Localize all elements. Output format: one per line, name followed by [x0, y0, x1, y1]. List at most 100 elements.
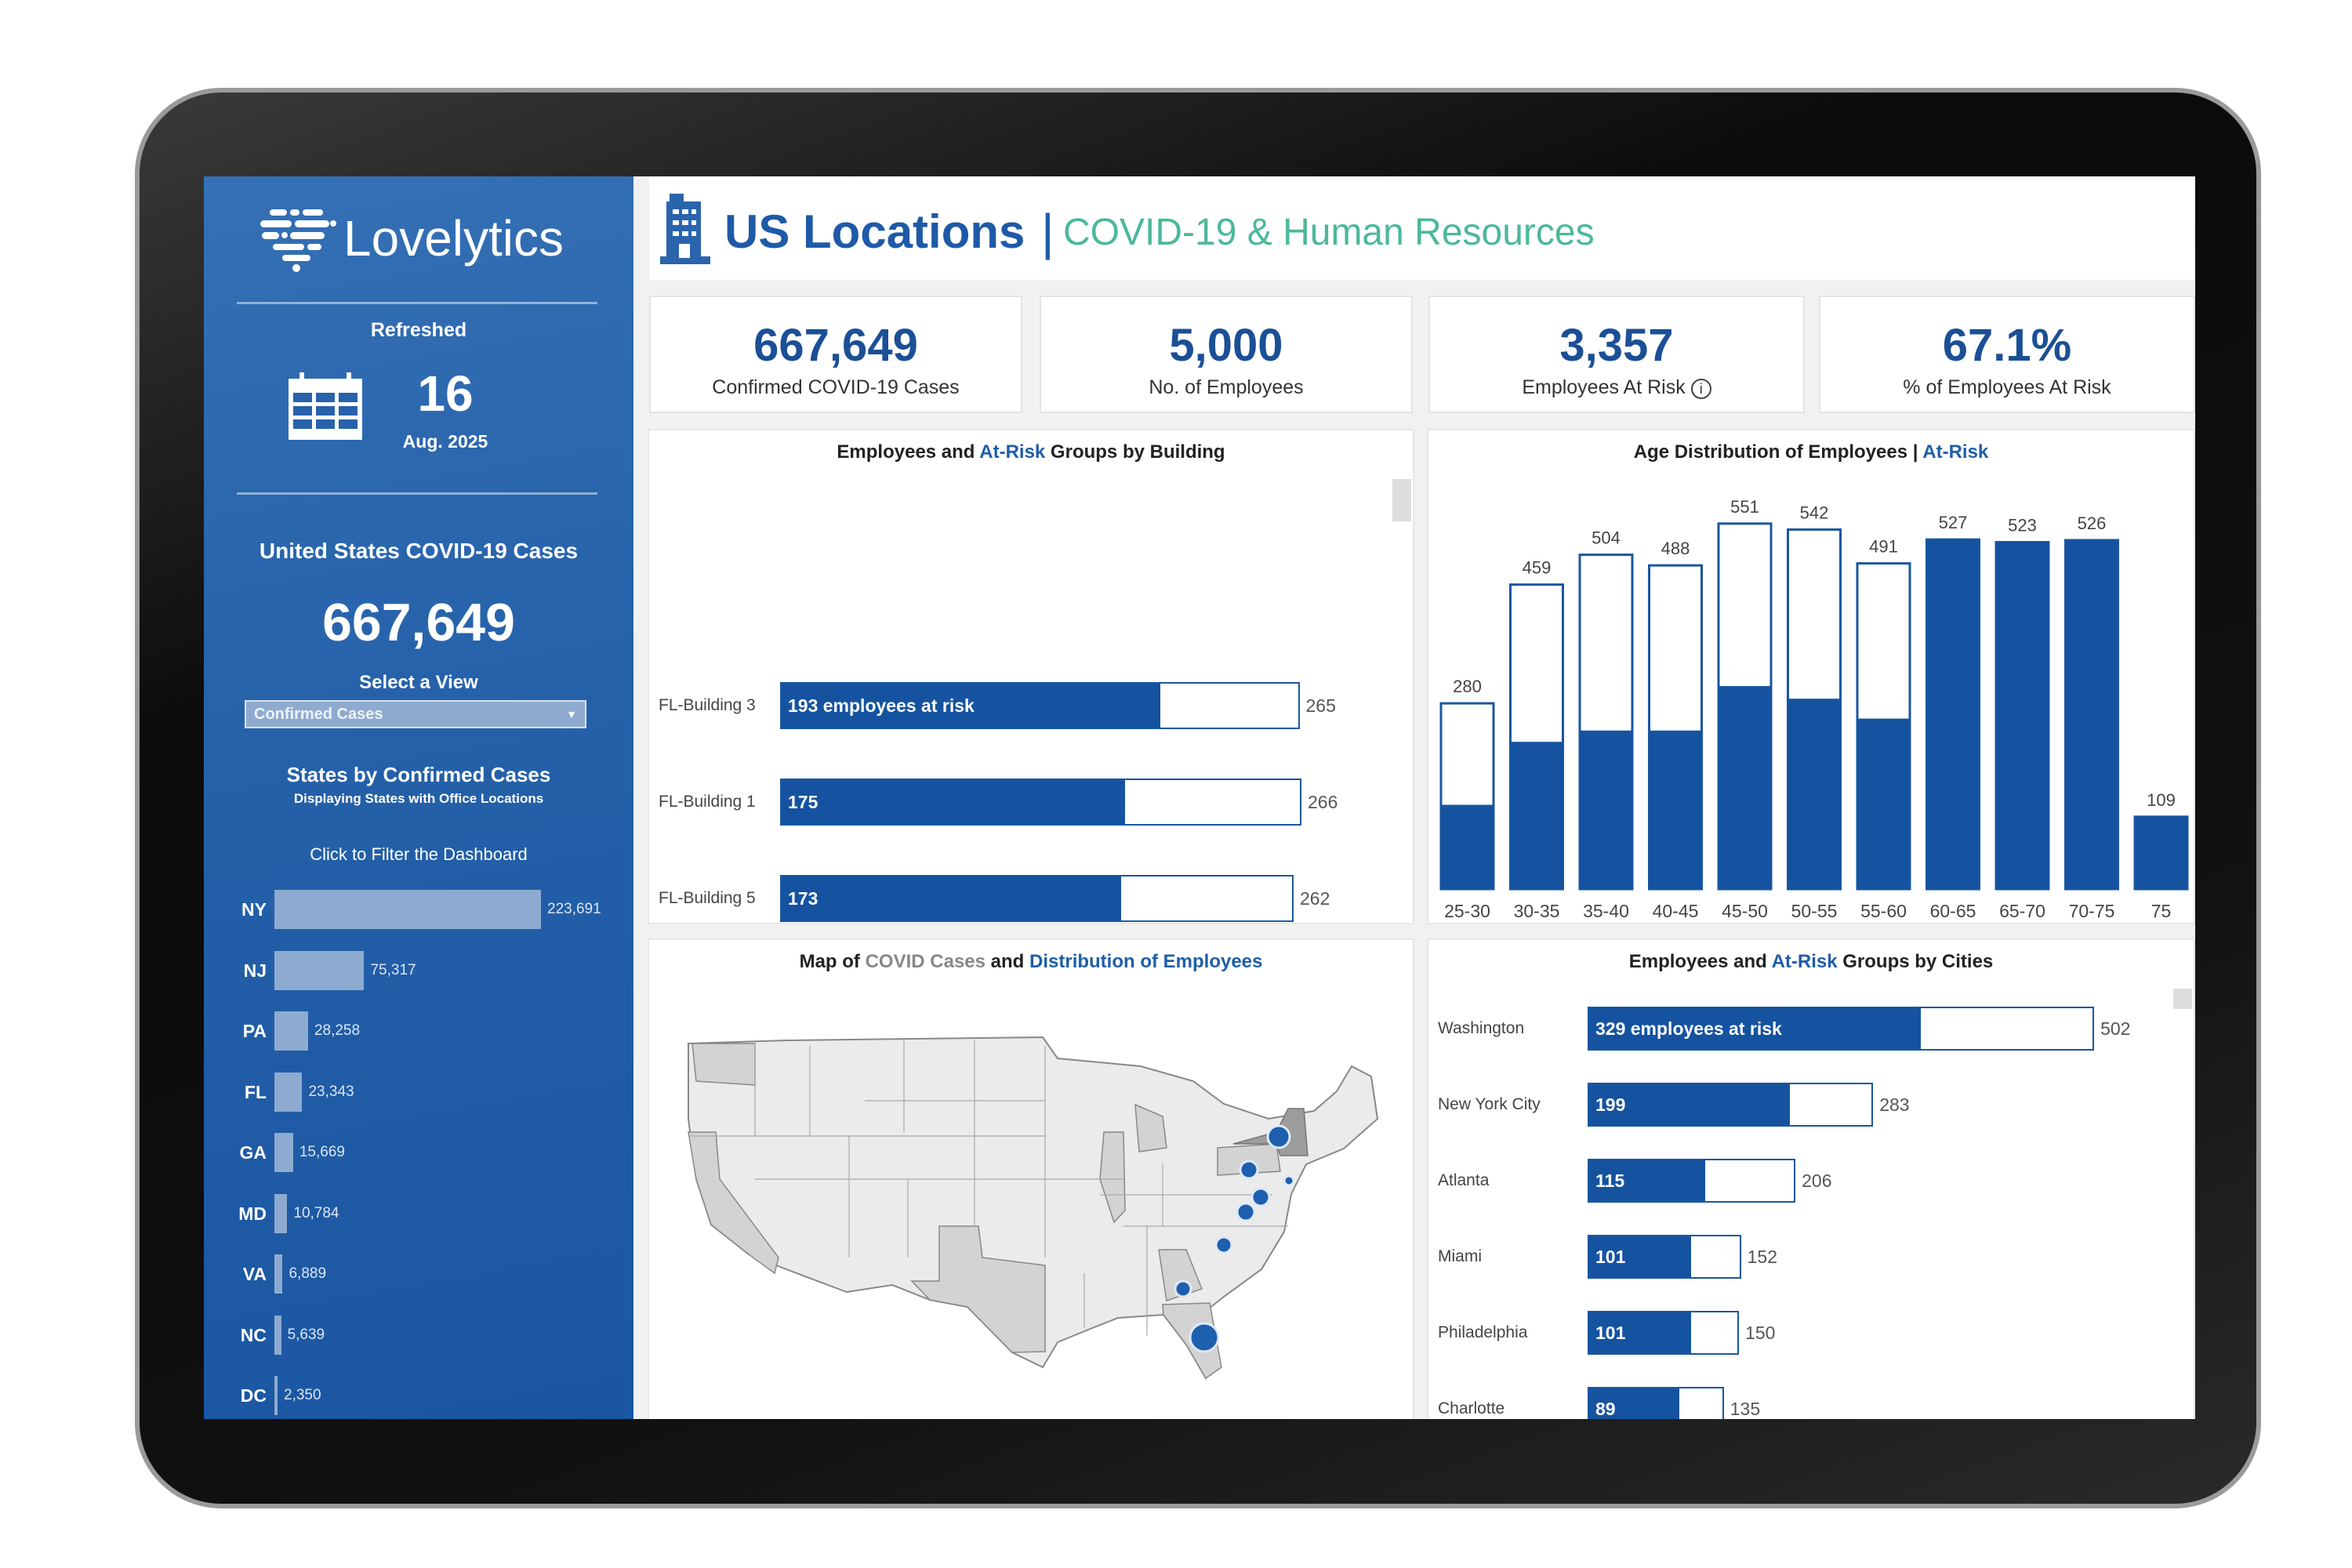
total-value: 265 [1305, 695, 1336, 716]
location-dot-new-york [1266, 1124, 1291, 1149]
age-at-risk-bar [1510, 742, 1563, 889]
state-row[interactable]: DC 2,350 [204, 1376, 633, 1415]
state-michigan [1134, 1103, 1167, 1152]
view-select-value: Confirmed Cases [254, 705, 383, 723]
state-row[interactable]: NC 5,639 [204, 1315, 633, 1355]
age-tick-label: 65-70 [1999, 901, 2045, 921]
state-label: NJ [243, 960, 267, 981]
states-bar-chart: NY 223,691 NJ 75,317 PA 28,258 FL 23,343 GA 15,66… [204, 882, 633, 1419]
state-illinois [1099, 1131, 1126, 1224]
kpi-label: Confirmed COVID-19 Cases [712, 376, 960, 398]
state-row[interactable]: NY 223,691 [204, 890, 633, 929]
total-bar: 175 [780, 779, 1301, 826]
states-chart-title: States by Confirmed Cases [286, 763, 551, 786]
at-risk-bar: 173 [782, 877, 1121, 920]
select-view-label: Select a View [359, 672, 478, 693]
age-at-risk-bar [1926, 539, 1980, 889]
state-value: 223,691 [547, 901, 601, 917]
total-bar: 101 [1588, 1311, 1740, 1355]
kpi-label: No. of Employees [1149, 376, 1304, 398]
info-icon[interactable]: i [1690, 379, 1711, 399]
total-value: 502 [2100, 1018, 2131, 1039]
refreshed-label: Refreshed [370, 319, 467, 341]
kpi-value: 3,357 [1559, 320, 1674, 371]
us-map[interactable] [649, 940, 1414, 1419]
buildings-panel: Employees and At-Risk Groups by Building… [648, 429, 1414, 924]
page-title: US Locations [724, 205, 1025, 258]
age-tick-label: 45-50 [1722, 901, 1768, 921]
state-value: 15,669 [299, 1144, 345, 1160]
bar-label: Atlanta [1438, 1171, 1490, 1189]
state-value: 23,343 [308, 1083, 354, 1100]
kpi-label: % of Employees At Risk [1903, 376, 2111, 398]
age-at-risk-bar [2135, 816, 2187, 889]
age-tick-label: 60-65 [1930, 901, 1976, 921]
state-bar [274, 950, 365, 990]
age-tick-label: 70-75 [2069, 901, 2115, 921]
at-risk-bar: 175 [782, 780, 1125, 824]
total-value: 266 [1308, 792, 1338, 812]
bar-label: FL-Building 5 [659, 889, 756, 907]
kpi-value: 67.1% [1942, 320, 2072, 371]
refresh-month-year: Aug. 2025 [402, 431, 488, 452]
brand-name: Lovelytics [343, 210, 564, 267]
total-bar: 101 [1588, 1235, 1741, 1279]
at-risk-bar: 199 [1589, 1084, 1791, 1125]
total-bar: 173 [780, 875, 1294, 922]
scrollbar[interactable] [2173, 989, 2192, 1009]
state-bar [274, 1376, 278, 1415]
state-california [688, 1131, 779, 1275]
age-value-label: 523 [2008, 516, 2037, 535]
age-at-risk-bar [2065, 540, 2118, 889]
location-dot-philadelphia [1239, 1160, 1259, 1180]
age-tick-label: 50-55 [1791, 901, 1838, 921]
total-bar: 199 [1588, 1083, 1874, 1127]
total-value: 206 [1802, 1171, 1832, 1191]
state-label: MD [238, 1203, 267, 1224]
filter-hint: Click to Filter the Dashboard [310, 844, 528, 864]
age-panel: Age Distribution of Employees | At-Risk … [1427, 429, 2195, 924]
total-value: 283 [1879, 1094, 1910, 1115]
state-row[interactable]: GA 15,669 [204, 1133, 633, 1172]
states-chart-subtitle: Displaying States with Office Locations [293, 791, 544, 806]
at-risk-bar: 193 employees at risk [782, 684, 1160, 728]
kpi-employees-at-risk: 3,357 Employees At Risk i [1428, 296, 1805, 413]
age-value-label: 459 [1523, 558, 1552, 578]
state-bar [274, 1072, 303, 1112]
buildings-title: Employees and At-Risk Groups by Building [837, 441, 1225, 463]
view-select-dropdown[interactable]: Confirmed Cases ▼ [245, 700, 586, 728]
chevron-down-icon: ▼ [566, 708, 577, 720]
state-row[interactable]: FL 23,343 [204, 1072, 633, 1112]
map-panel: Map of COVID Cases and Distribution of E… [648, 938, 1414, 1419]
age-value-label: 109 [2147, 790, 2176, 810]
age-value-label: 491 [1869, 537, 1898, 557]
age-value-label: 504 [1592, 528, 1621, 548]
state-row[interactable]: VA 6,889 [204, 1254, 633, 1294]
age-value-label: 542 [1800, 503, 1829, 522]
scrollbar[interactable] [1392, 479, 1411, 521]
state-bar [274, 1133, 293, 1172]
state-value: 5,639 [287, 1326, 325, 1343]
age-value-label: 527 [1939, 513, 1968, 532]
state-bar [274, 1193, 288, 1233]
kpi-confirmed-cases: 667,649 Confirmed COVID-19 Cases [649, 296, 1022, 413]
location-dot-atlanta [1174, 1279, 1192, 1298]
state-row[interactable]: PA 28,258 [204, 1011, 633, 1051]
page-header: US Locations | COVID-19 & Human Resource… [649, 176, 2195, 280]
age-tick-label: 75 [2151, 901, 2172, 921]
map-title: Map of COVID Cases and Distribution of E… [799, 951, 1263, 972]
at-risk-bar: 101 [1589, 1312, 1691, 1353]
state-label: NC [240, 1324, 267, 1345]
age-tick-label: 35-40 [1583, 901, 1629, 921]
state-borders [688, 1040, 1288, 1336]
state-pennsylvania [1217, 1143, 1281, 1176]
total-bar: 115 [1588, 1159, 1796, 1203]
state-row[interactable]: NJ 75,317 [204, 950, 633, 990]
age-at-risk-bar [1857, 718, 1910, 889]
cities-panel: Employees and At-Risk Groups by Cities W… [1427, 938, 2195, 1419]
state-row[interactable]: MD 10,784 [204, 1193, 633, 1233]
kpi-label: Employees At Risk [1522, 376, 1686, 398]
age-value-label: 488 [1661, 539, 1690, 558]
total-bar: 329 employees at risk [1588, 1007, 2095, 1051]
at-risk-bar: 115 [1589, 1160, 1705, 1201]
